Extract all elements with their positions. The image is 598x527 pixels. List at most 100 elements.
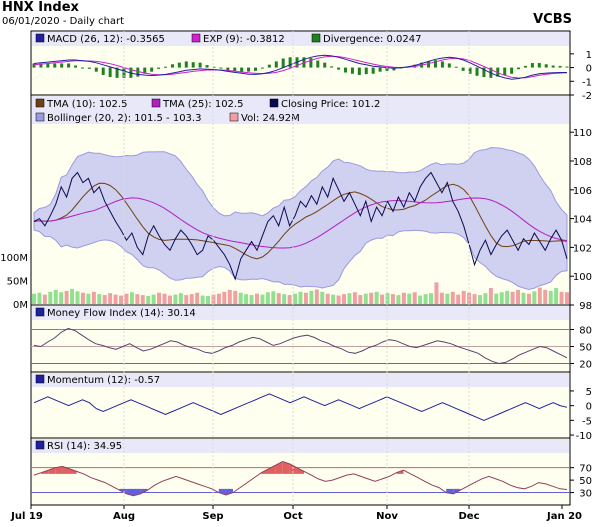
mfi-legend-swatch (35, 307, 45, 317)
divergence-bar (475, 67, 479, 76)
divergence-bar (558, 65, 562, 68)
volume-bar (113, 294, 118, 304)
divergence-bar (53, 63, 57, 68)
volume-bar (64, 290, 69, 304)
volume-bar (80, 292, 85, 304)
divergence-bar (233, 67, 237, 72)
divergence-bar (337, 67, 341, 70)
divergence-bar (510, 67, 514, 74)
divergence-bar (191, 62, 195, 68)
divergence-bar (267, 64, 271, 68)
divergence-bar (87, 67, 91, 69)
volume-bar (314, 289, 319, 304)
volume-bar (347, 293, 352, 304)
volume-bar (456, 294, 461, 304)
volume-bar (167, 295, 172, 304)
macd-legend-swatch (311, 33, 321, 43)
volume-bar (369, 292, 374, 304)
mfi-legend-bg (32, 306, 569, 320)
divergence-bar (205, 65, 209, 68)
divergence-bar (136, 67, 140, 77)
volume-bar (472, 294, 477, 304)
divergence-bar (350, 67, 354, 74)
volume-bar (434, 282, 439, 304)
divergence-bar (164, 66, 168, 68)
volume-bar (102, 295, 107, 304)
exp-line (33, 55, 568, 79)
volume-bar (260, 294, 265, 304)
divergence-bar (447, 63, 451, 68)
divergence-bar (184, 61, 188, 68)
volume-bar (195, 292, 200, 304)
divergence-bar (357, 67, 361, 75)
divergence-bar (288, 57, 292, 68)
volume-bar (70, 288, 75, 304)
mfi-tick-label: 50 (579, 343, 592, 354)
volume-bar (298, 291, 303, 304)
price-row2-legend-label: Bollinger (20, 2): 101.5 - 103.3 (47, 113, 201, 124)
macd-legend-bg (32, 32, 569, 46)
momentum-legend-label: Momentum (12): -0.57 (47, 375, 160, 386)
divergence-bar (143, 67, 147, 74)
volume-bar (423, 294, 428, 304)
volume-bar (200, 295, 205, 304)
divergence-bar (454, 66, 458, 68)
divergence-bar (364, 67, 368, 75)
volume-bar (227, 289, 232, 304)
macd-legend-label: MACD (26, 12): -0.3565 (47, 34, 165, 45)
volume-bar (390, 294, 395, 304)
volume-bar (91, 291, 96, 304)
momentum-tick-label: 5 (586, 387, 592, 398)
divergence-bar (551, 65, 555, 68)
volume-bar (510, 291, 515, 304)
close-line (33, 171, 568, 281)
volume-bar (396, 295, 401, 304)
month-label: Jul 19 (10, 511, 43, 522)
macd-legend-label: EXP (9): -0.3812 (203, 34, 285, 45)
divergence-bar (343, 67, 347, 73)
volume-bar (293, 293, 298, 304)
volume-bar (461, 290, 466, 304)
divergence-bar (67, 63, 71, 68)
momentum-legend-bg (32, 373, 569, 387)
volume-bar (429, 293, 434, 304)
chart-title: HNX Index (2, 0, 79, 15)
month-label: Oct (283, 511, 302, 522)
volume-bar (146, 296, 151, 304)
rsi-oversold-fill (225, 488, 233, 496)
rsi-overbought-fill (55, 466, 63, 474)
tma25-line (33, 197, 568, 249)
volume-bar (537, 287, 542, 304)
volume-bar (119, 295, 124, 304)
volume-bar (271, 291, 276, 304)
divergence-bar (523, 65, 527, 68)
macd-legend-label: Divergence: 0.0247 (323, 34, 422, 45)
divergence-bar (226, 67, 230, 71)
momentum-tick-label: -5 (582, 416, 592, 427)
divergence-bar (330, 66, 334, 68)
month-label: Nov (376, 511, 398, 522)
divergence-bar (254, 67, 258, 71)
divergence-bar (177, 62, 181, 68)
divergence-bar (94, 67, 98, 72)
volume-bar (559, 291, 564, 304)
volume-bar (184, 295, 189, 304)
rsi-overbought-fill (282, 461, 290, 474)
price-row1-legend-label: TMA (10): 102.5 (46, 99, 127, 110)
volume-bar (173, 294, 178, 304)
price-tick-label: 100 (573, 272, 592, 283)
rsi-oversold-fill (218, 488, 226, 496)
volume-bar (526, 293, 531, 304)
divergence-bar (46, 63, 50, 68)
volume-bar (282, 294, 287, 304)
divergence-bar (198, 62, 202, 68)
rsi-overbought-fill (268, 465, 276, 474)
volume-bar (162, 293, 167, 304)
volume-bar (97, 294, 102, 304)
volume-bar (233, 290, 238, 304)
mfi-legend-label: Money Flow Index (14): 30.14 (47, 308, 196, 319)
volume-bar (254, 293, 259, 304)
divergence-bar (371, 67, 375, 74)
volume-bar (385, 293, 390, 304)
